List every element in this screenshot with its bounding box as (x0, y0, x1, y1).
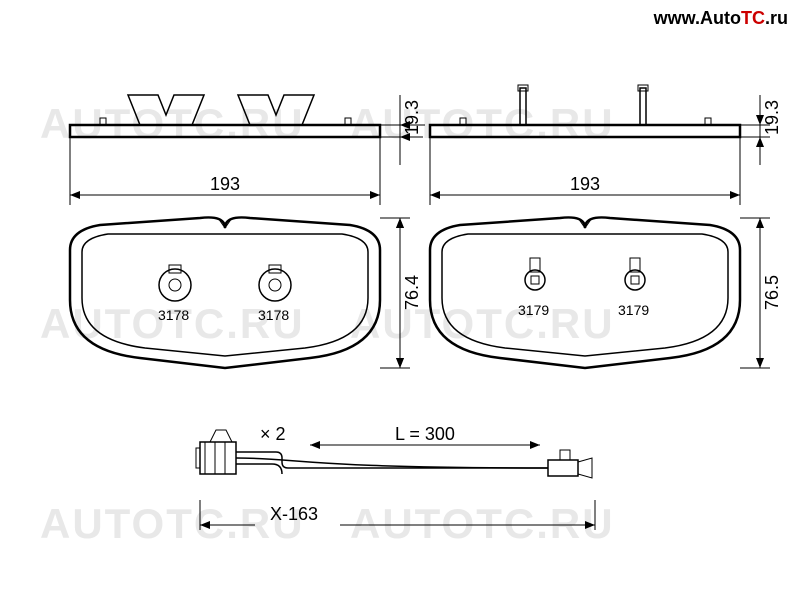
technical-drawing: 19.3 193 3178 3178 76.4 (0, 0, 800, 600)
svg-text:76.4: 76.4 (402, 275, 422, 310)
left-thickness-dim: 19.3 (380, 95, 425, 165)
right-pad-top-view (430, 85, 740, 137)
left-height-dim: 76.4 (380, 218, 422, 368)
svg-text:L = 300: L = 300 (395, 424, 455, 444)
svg-text:3178: 3178 (258, 307, 289, 323)
left-width-dim: 193 (70, 137, 380, 205)
svg-text:76.5: 76.5 (762, 275, 782, 310)
right-pad-face-view: 3179 3179 (430, 217, 740, 368)
wear-sensor: × 2 L = 300 X-163 (196, 424, 595, 530)
svg-text:19.3: 19.3 (402, 100, 422, 135)
right-thickness-dim: 19.3 (740, 95, 782, 165)
svg-text:193: 193 (210, 174, 240, 194)
right-height-dim: 76.5 (740, 218, 782, 368)
left-pad-face-view: 3178 3178 (70, 217, 380, 368)
svg-text:3179: 3179 (618, 302, 649, 318)
svg-text:X-163: X-163 (270, 504, 318, 524)
svg-text:3178: 3178 (158, 307, 189, 323)
svg-text:3179: 3179 (518, 302, 549, 318)
left-pad-top-view (70, 95, 380, 137)
svg-text:× 2: × 2 (260, 424, 286, 444)
right-width-dim: 193 (430, 137, 740, 205)
svg-text:19.3: 19.3 (762, 100, 782, 135)
svg-text:193: 193 (570, 174, 600, 194)
